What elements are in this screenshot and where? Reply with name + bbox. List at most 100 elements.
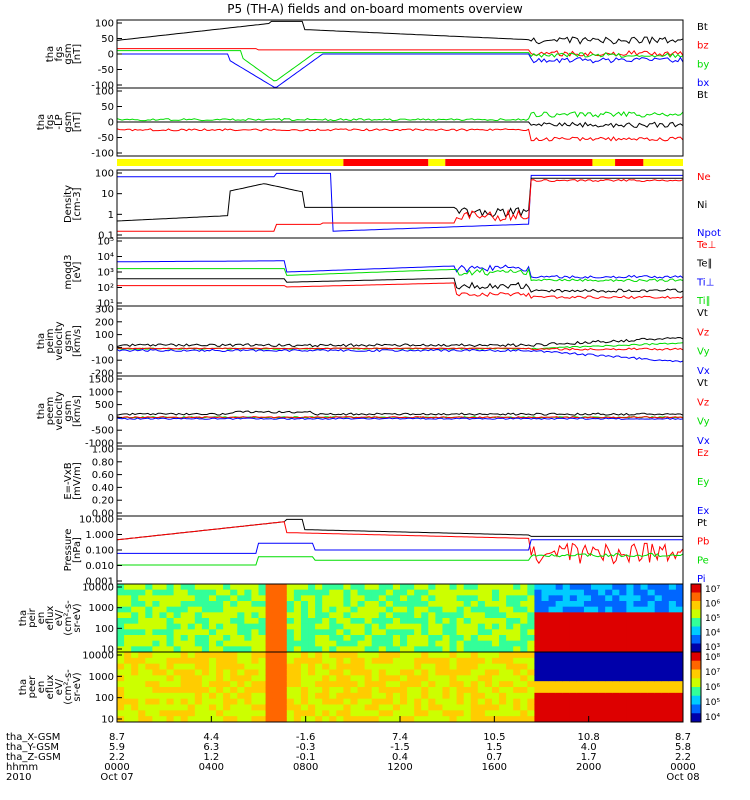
- heatmap-cell: [152, 635, 160, 642]
- heatmap-cell: [428, 716, 436, 723]
- heatmap-cell: [364, 692, 373, 700]
- y-tick-label: 50: [101, 34, 114, 45]
- heatmap-cell: [251, 652, 259, 659]
- heatmap-cell: [244, 652, 252, 659]
- heatmap-cell: [583, 584, 592, 591]
- heatmap-cell: [654, 704, 663, 711]
- heatmap-cell: [675, 652, 684, 659]
- heatmap-cell: [534, 606, 542, 613]
- x-axis-value: -0.1: [296, 752, 316, 763]
- heatmap-cell: [322, 663, 330, 670]
- colorbar-segment: [691, 643, 701, 653]
- legend-entry: Bt: [697, 90, 708, 101]
- colorbar-segment: [691, 704, 701, 714]
- heatmap-cell: [449, 584, 458, 591]
- heatmap-cell: [258, 635, 267, 642]
- heatmap-cell: [640, 687, 649, 694]
- panel-background: [117, 306, 683, 376]
- heatmap-cell: [428, 606, 436, 613]
- heatmap-cell: [435, 698, 443, 705]
- y-tick-label: 0.001: [85, 577, 114, 588]
- heatmap-cell: [654, 698, 663, 705]
- heatmap-cell: [258, 710, 267, 717]
- y-tick-label: 10: [101, 189, 114, 200]
- heatmap-cell: [626, 698, 634, 705]
- heatmap-cell: [576, 663, 585, 670]
- heatmap-cell: [491, 646, 500, 653]
- heatmap-cell: [520, 692, 528, 700]
- heatmap-cell: [300, 687, 309, 694]
- heatmap-cell: [194, 640, 203, 647]
- legend-entry: Vx: [697, 436, 710, 447]
- heatmap-cell: [343, 710, 351, 717]
- heatmap-cell: [194, 635, 203, 642]
- heatmap-cell: [279, 595, 288, 602]
- heatmap-cell: [343, 623, 351, 630]
- heatmap-cell: [371, 601, 380, 608]
- heatmap-cell: [180, 606, 189, 613]
- heatmap-cell: [463, 663, 472, 670]
- heatmap-cell: [555, 606, 564, 613]
- heatmap-cell: [463, 710, 472, 717]
- y-tick-label: -100: [91, 149, 114, 160]
- x-axis-value: 5.8: [675, 742, 691, 753]
- heatmap-cell: [392, 589, 401, 596]
- heatmap-cell: [371, 595, 380, 602]
- heatmap-cell: [598, 687, 606, 694]
- heatmap-cell: [640, 716, 649, 723]
- heatmap-cell: [506, 652, 514, 659]
- heatmap-cell: [293, 716, 302, 723]
- heatmap-cell: [173, 640, 182, 647]
- heatmap-cell: [124, 623, 132, 630]
- heatmap-cell: [449, 652, 458, 659]
- heatmap-cell: [400, 589, 408, 596]
- heatmap-cell: [343, 704, 351, 711]
- heatmap-cell: [124, 589, 132, 596]
- heatmap-cell: [470, 612, 479, 619]
- heatmap-cell: [216, 710, 224, 717]
- heatmap-cell: [527, 612, 535, 619]
- heatmap-cell: [541, 595, 550, 602]
- heatmap-cell: [626, 687, 634, 694]
- heatmap-cell: [562, 606, 571, 613]
- heatmap-cell: [612, 716, 620, 723]
- heatmap-cell: [145, 589, 153, 596]
- panel-efield: EzEyEx1.000.800.600.400.200.00E=-VxB[mV/…: [63, 445, 709, 520]
- heatmap-cell: [555, 629, 564, 636]
- heatmap-cell: [265, 716, 274, 723]
- heatmap-cell: [470, 629, 479, 636]
- heatmap-cell: [138, 704, 146, 711]
- heatmap-cell: [591, 698, 599, 705]
- heatmap-cell: [286, 687, 295, 694]
- heatmap-cell: [216, 652, 224, 659]
- heatmap-cell: [159, 716, 168, 723]
- heatmap-cell: [251, 657, 259, 665]
- heatmap-cell: [308, 710, 316, 717]
- heatmap-cell: [619, 629, 627, 636]
- heatmap-cell: [286, 681, 295, 688]
- heatmap-cell: [484, 584, 493, 591]
- heatmap-cell: [619, 669, 627, 676]
- heatmap-cell: [640, 589, 649, 596]
- heatmap-cell: [230, 618, 238, 625]
- heatmap-cell: [400, 669, 408, 676]
- heatmap-cell: [138, 652, 146, 659]
- heatmap-cell: [513, 687, 521, 694]
- heatmap-cell: [640, 595, 649, 602]
- heatmap-cell: [470, 584, 479, 591]
- heatmap-cell: [576, 704, 585, 711]
- heatmap-cell: [173, 652, 182, 659]
- heatmap-cell: [421, 584, 429, 591]
- heatmap-cell: [251, 675, 259, 682]
- heatmap-cell: [159, 710, 168, 717]
- heatmap-cell: [414, 629, 422, 636]
- heatmap-cell: [555, 657, 564, 665]
- heatmap-cell: [286, 710, 295, 717]
- heatmap-cell: [527, 589, 535, 596]
- y-tick-label: 10000: [82, 651, 114, 662]
- heatmap-cell: [187, 612, 196, 619]
- heatmap-cell: [456, 612, 465, 619]
- heatmap-cell: [640, 652, 649, 659]
- heatmap-cell: [392, 681, 401, 688]
